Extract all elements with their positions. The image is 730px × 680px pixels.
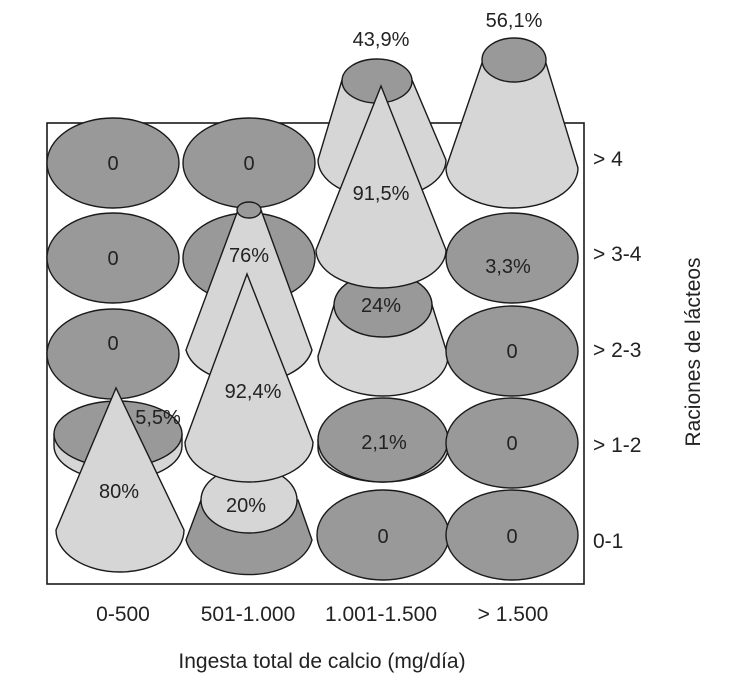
y-axis-title: Raciones de lácteos xyxy=(682,257,705,446)
data-label: 3,3% xyxy=(485,256,531,278)
x-axis-title: Ingesta total de calcio (mg/día) xyxy=(178,650,465,673)
data-label: 92,4% xyxy=(225,381,282,403)
data-label: 5,5% xyxy=(135,407,181,429)
x-tick-label: > 1.500 xyxy=(478,603,549,626)
y-tick-label: 0-1 xyxy=(593,530,623,553)
frustum-gt1500-gt4-top xyxy=(481,37,547,83)
x-tick-label: 0-500 xyxy=(96,603,150,626)
frustum-501-1000-gt3-4-top xyxy=(236,201,262,219)
y-tick-label: > 4 xyxy=(593,148,623,171)
data-label: 0 xyxy=(243,153,254,175)
x-tick-label: 501-1.000 xyxy=(201,603,296,626)
ellipse-0-500-gt4 xyxy=(46,117,180,209)
data-label: 91,5% xyxy=(353,183,410,205)
data-label: 0 xyxy=(377,526,388,548)
data-label: 0 xyxy=(506,341,517,363)
ellipse-gt1500-gt2-3 xyxy=(445,305,579,397)
frustum-gt1500-gt4 xyxy=(445,59,579,209)
ellipse-gt1500-0-1 xyxy=(445,489,579,581)
ellipse-0-500-gt3-4 xyxy=(46,212,180,304)
data-label: 76% xyxy=(229,245,269,267)
data-label: 0 xyxy=(107,153,118,175)
data-label: 0 xyxy=(107,248,118,270)
data-label: 0 xyxy=(506,526,517,548)
data-label: 2,1% xyxy=(361,432,407,454)
y-tick-label: > 3-4 xyxy=(593,243,642,266)
cone-0-500-0-1 xyxy=(55,386,185,573)
y-tick-label: > 1-2 xyxy=(593,434,641,457)
cone-1001-1500-gt3-4 xyxy=(315,84,447,289)
data-label: 80% xyxy=(99,481,139,503)
x-tick-label: 1.001-1.500 xyxy=(325,603,437,626)
data-label: 24% xyxy=(361,295,401,317)
data-label: 0 xyxy=(107,333,118,355)
ellipse-gt1500-gt1-2 xyxy=(445,397,579,489)
data-label: 43,9% xyxy=(353,29,410,51)
data-label: 0 xyxy=(506,433,517,455)
y-tick-label: > 2-3 xyxy=(593,339,641,362)
data-label: 20% xyxy=(226,495,266,517)
data-label: 56,1% xyxy=(486,10,543,32)
ellipse-gt1500-gt3-4 xyxy=(445,212,579,304)
cone-501-1000-gt2-3 xyxy=(184,272,314,483)
